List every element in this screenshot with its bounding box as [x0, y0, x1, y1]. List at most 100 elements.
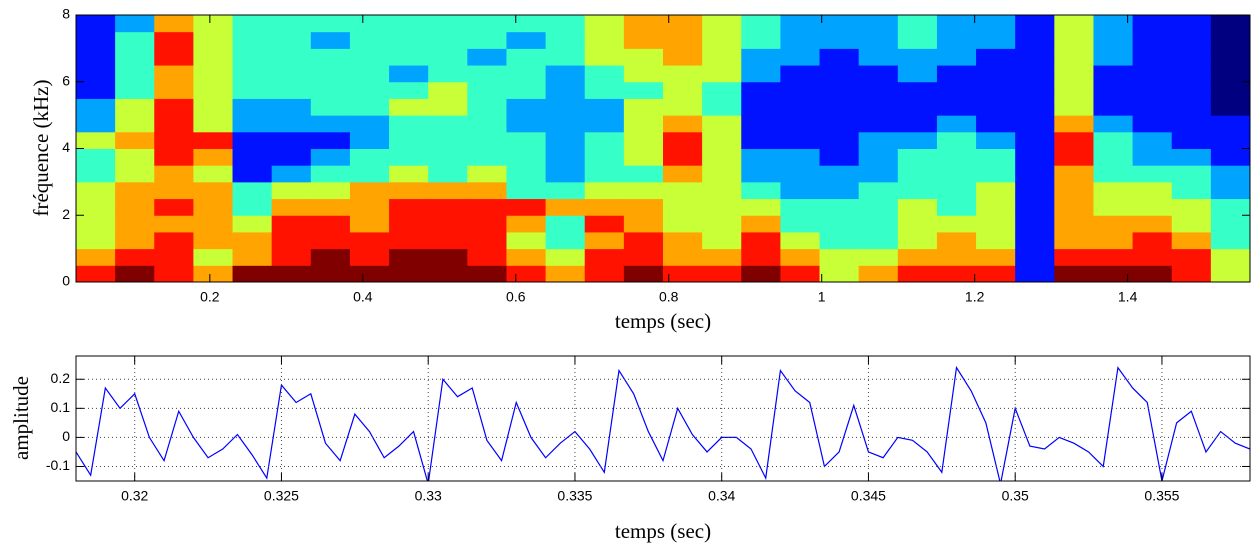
cell: [936, 131, 977, 149]
cell: [310, 181, 351, 200]
cell: [115, 198, 155, 216]
cell: [467, 181, 507, 200]
cell: [193, 215, 234, 233]
cell: [271, 15, 312, 33]
cell: [154, 81, 194, 99]
cell: [1210, 98, 1250, 116]
cell: [897, 115, 938, 133]
cell: [467, 198, 507, 216]
cell: [897, 165, 938, 183]
cell: [780, 31, 821, 49]
cell: [115, 215, 155, 233]
cell: [545, 181, 586, 200]
cell: [506, 265, 547, 282]
cell: [349, 198, 390, 216]
x-tick-label: 0.325: [264, 488, 299, 504]
cell: [1054, 165, 1094, 183]
cell: [232, 98, 273, 116]
cell: [976, 81, 1016, 99]
cell: [428, 31, 468, 49]
cell: [1171, 265, 1212, 282]
cell: [1093, 81, 1134, 99]
cell: [1054, 65, 1094, 83]
cell: [467, 231, 507, 250]
cell: [1093, 98, 1134, 116]
cell: [193, 98, 234, 116]
cell: [780, 15, 821, 33]
cell: [271, 48, 312, 66]
cell: [702, 65, 742, 83]
cell: [349, 48, 390, 66]
cell: [349, 265, 390, 282]
cell: [1015, 131, 1055, 149]
cell: [936, 198, 977, 216]
cell: [154, 248, 194, 266]
cell: [819, 165, 860, 183]
cell: [271, 198, 312, 216]
cell: [1093, 198, 1134, 216]
cell: [1171, 215, 1212, 233]
cell: [76, 165, 116, 183]
x-label: temps (sec): [615, 309, 711, 333]
cell: [819, 215, 860, 233]
cell: [858, 181, 899, 200]
cell: [232, 165, 273, 183]
cell: [976, 248, 1016, 266]
cell: [271, 265, 312, 282]
cell: [428, 248, 468, 266]
cell: [349, 115, 390, 133]
cell: [1132, 65, 1173, 83]
cell: [545, 248, 586, 266]
cell: [1132, 198, 1173, 216]
cell: [310, 81, 351, 99]
cell: [741, 48, 781, 66]
cell: [584, 198, 625, 216]
cell: [1210, 81, 1250, 99]
cell: [1171, 98, 1212, 116]
cell: [936, 248, 977, 266]
cell: [1093, 65, 1134, 83]
x-tick-label: 1.4: [1118, 289, 1138, 305]
cell: [428, 131, 468, 149]
cell: [936, 231, 977, 250]
cell: [780, 181, 821, 200]
cell: [193, 181, 234, 200]
cell: [780, 231, 821, 250]
cell: [1171, 248, 1212, 266]
cell: [349, 181, 390, 200]
cell: [389, 115, 429, 133]
cell: [193, 31, 234, 49]
cell: [271, 231, 312, 250]
cell: [193, 165, 234, 183]
cell: [663, 31, 703, 49]
cell: [154, 215, 194, 233]
cell: [897, 98, 938, 116]
cell: [154, 165, 194, 183]
cell: [584, 181, 625, 200]
cell: [780, 265, 821, 282]
cell: [897, 265, 938, 282]
cell: [115, 65, 155, 83]
cell: [663, 231, 703, 250]
cell: [780, 215, 821, 233]
cell: [623, 131, 664, 149]
cell: [976, 265, 1016, 282]
cell: [976, 148, 1016, 166]
cell: [1210, 115, 1250, 133]
cell: [702, 265, 742, 282]
cell: [1210, 48, 1250, 66]
cell: [389, 198, 429, 216]
cell: [1210, 65, 1250, 83]
cell: [819, 98, 860, 116]
cell: [467, 31, 507, 49]
cell: [623, 215, 664, 233]
y-tick-label: 0: [62, 273, 70, 289]
cell: [1054, 148, 1094, 166]
cell: [389, 31, 429, 49]
cell: [506, 215, 547, 233]
cell: [897, 148, 938, 166]
y-label: fréquence (kHz): [29, 80, 53, 217]
y-tick-label: -0.1: [46, 457, 70, 473]
waveform-area: [76, 365, 1250, 481]
cell: [154, 231, 194, 250]
